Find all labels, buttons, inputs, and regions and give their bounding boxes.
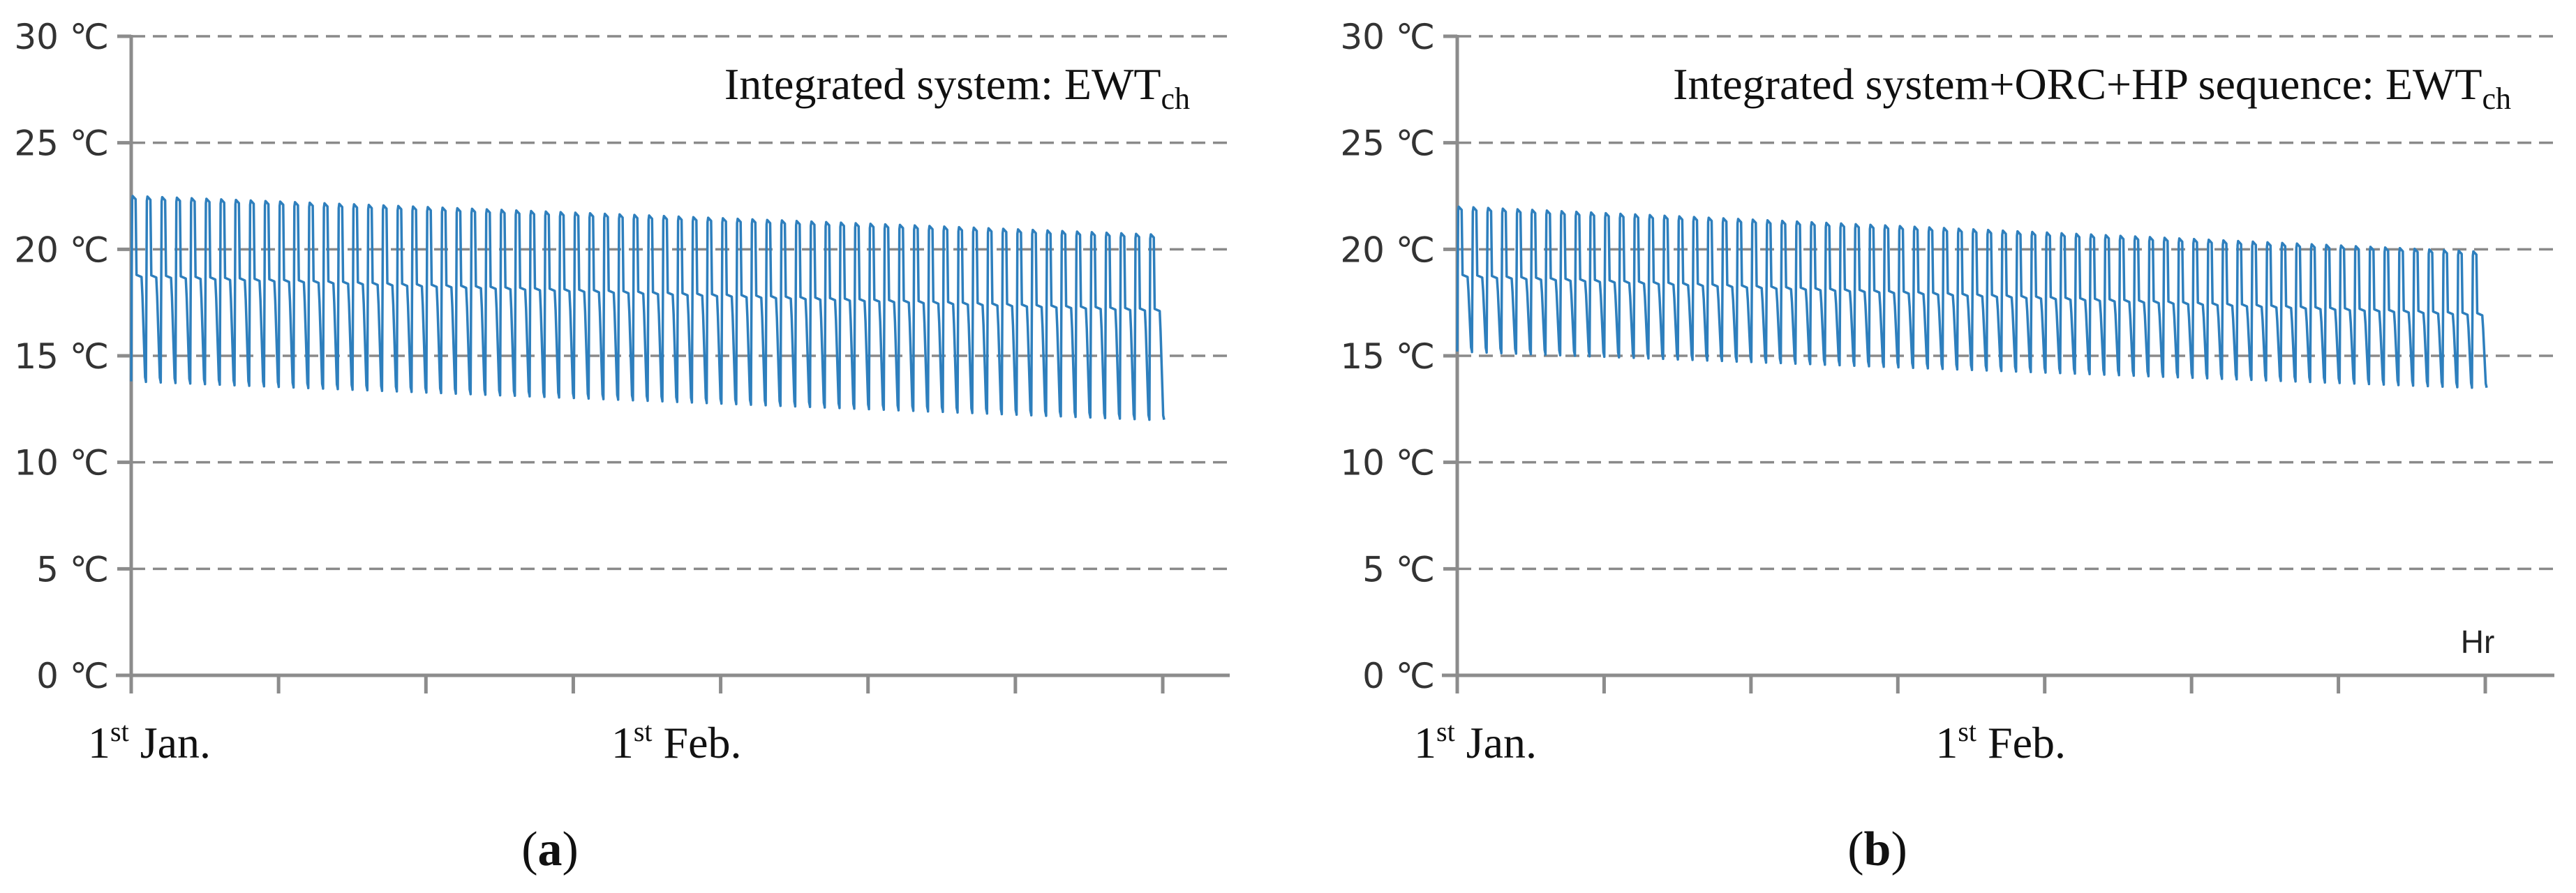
ytick-label-10: 10 ℃ xyxy=(1340,443,1435,483)
ytick-label-30: 30 ℃ xyxy=(1340,17,1435,57)
ytick-label-15: 15 ℃ xyxy=(1340,336,1435,377)
ytick-label-30: 30 ℃ xyxy=(14,17,109,57)
series-line-EWT_ch xyxy=(1456,205,2488,389)
series-EWT_ch xyxy=(130,195,1166,421)
x-label-1: 1st Feb. xyxy=(1935,716,2066,767)
ytick-label-5: 5 ℃ xyxy=(36,549,109,590)
series-EWT_ch xyxy=(1456,205,2488,389)
chart-title: Integrated system: EWTch xyxy=(724,59,1190,116)
ytick-label-25: 25 ℃ xyxy=(14,123,109,164)
x-label-0: 1st Jan. xyxy=(88,716,211,767)
panel-a-chart: 0 ℃ 5 ℃ 10 ℃ 15 ℃ 20 ℃ 25 ℃ 30 ℃ 1st Jan. 1st Fe… xyxy=(14,17,1230,876)
ytick-label-20: 20 ℃ xyxy=(1340,230,1435,270)
panel-label: (b) xyxy=(1847,823,1907,876)
ytick-label-10: 10 ℃ xyxy=(14,443,109,483)
panel-b-chart: 0 ℃ 5 ℃ 10 ℃ 15 ℃ 20 ℃ 25 ℃ 30 ℃ 1st Jan. 1st Fe… xyxy=(1340,17,2554,876)
x-unit-label: Hr xyxy=(2461,624,2495,660)
ytick-label-5: 5 ℃ xyxy=(1362,549,1435,590)
ytick-label-20: 20 ℃ xyxy=(14,230,109,270)
panel-label: (a) xyxy=(521,823,579,876)
series-line-EWT_ch xyxy=(130,195,1166,421)
ytick-label-25: 25 ℃ xyxy=(1340,123,1435,164)
ytick-label-0: 0 ℃ xyxy=(36,656,109,696)
ytick-label-15: 15 ℃ xyxy=(14,336,109,377)
x-label-1: 1st Feb. xyxy=(611,716,742,767)
chart-title: Integrated system+ORC+HP sequence: EWTch xyxy=(1673,59,2511,116)
ytick-label-0: 0 ℃ xyxy=(1362,656,1435,696)
x-label-0: 1st Jan. xyxy=(1414,716,1537,767)
